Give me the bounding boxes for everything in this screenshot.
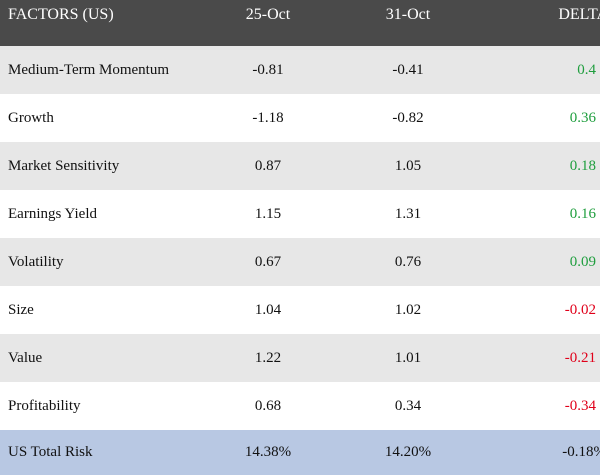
value-date-1: 0.87: [208, 142, 328, 190]
total-row: US Total Risk 14.38% 14.20% -0.18%: [0, 430, 600, 475]
delta-value: -0.02: [488, 286, 600, 334]
table-row: Value 1.22 1.01 -0.21: [0, 334, 600, 382]
header-factors: FACTORS (US): [0, 0, 208, 46]
table-row: Earnings Yield 1.15 1.31 0.16: [0, 190, 600, 238]
table-row: Profitability 0.68 0.34 -0.34: [0, 382, 600, 430]
delta-value: 0.16: [488, 190, 600, 238]
value-date-1: 0.68: [208, 382, 328, 430]
value-date-2: 1.05: [328, 142, 488, 190]
header-date-1: 25-Oct: [208, 0, 328, 46]
value-date-1: 1.04: [208, 286, 328, 334]
value-date-1: 1.15: [208, 190, 328, 238]
delta-value: 0.36: [488, 94, 600, 142]
table-header: FACTORS (US) 25-Oct 31-Oct DELTA: [0, 0, 600, 46]
header-date-2: 31-Oct: [328, 0, 488, 46]
table-footer: US Total Risk 14.38% 14.20% -0.18%: [0, 430, 600, 475]
delta-value: 0.4: [488, 46, 600, 94]
factor-name: Medium-Term Momentum: [0, 46, 208, 94]
factor-name: Earnings Yield: [0, 190, 208, 238]
header-delta: DELTA: [488, 0, 600, 46]
delta-value: -0.21: [488, 334, 600, 382]
factor-name: Market Sensitivity: [0, 142, 208, 190]
factor-name: Size: [0, 286, 208, 334]
value-date-2: 0.76: [328, 238, 488, 286]
value-date-2: 1.01: [328, 334, 488, 382]
value-date-2: -0.41: [328, 46, 488, 94]
total-delta: -0.18%: [488, 430, 600, 475]
total-date-1: 14.38%: [208, 430, 328, 475]
value-date-1: 1.22: [208, 334, 328, 382]
value-date-2: -0.82: [328, 94, 488, 142]
table-row: Size 1.04 1.02 -0.02: [0, 286, 600, 334]
total-label: US Total Risk: [0, 430, 208, 475]
table-body: Medium-Term Momentum -0.81 -0.41 0.4 Growth -…: [0, 46, 600, 430]
header-row: FACTORS (US) 25-Oct 31-Oct DELTA: [0, 0, 600, 46]
value-date-2: 1.02: [328, 286, 488, 334]
factor-name: Value: [0, 334, 208, 382]
value-date-1: -1.18: [208, 94, 328, 142]
value-date-2: 0.34: [328, 382, 488, 430]
table-row: Medium-Term Momentum -0.81 -0.41 0.4: [0, 46, 600, 94]
delta-value: 0.18: [488, 142, 600, 190]
factor-name: Volatility: [0, 238, 208, 286]
value-date-2: 1.31: [328, 190, 488, 238]
table-row: Market Sensitivity 0.87 1.05 0.18: [0, 142, 600, 190]
delta-value: -0.34: [488, 382, 600, 430]
factor-name: Profitability: [0, 382, 208, 430]
table-row: Growth -1.18 -0.82 0.36: [0, 94, 600, 142]
factor-name: Growth: [0, 94, 208, 142]
value-date-1: 0.67: [208, 238, 328, 286]
total-date-2: 14.20%: [328, 430, 488, 475]
table-row: Volatility 0.67 0.76 0.09: [0, 238, 600, 286]
delta-value: 0.09: [488, 238, 600, 286]
value-date-1: -0.81: [208, 46, 328, 94]
